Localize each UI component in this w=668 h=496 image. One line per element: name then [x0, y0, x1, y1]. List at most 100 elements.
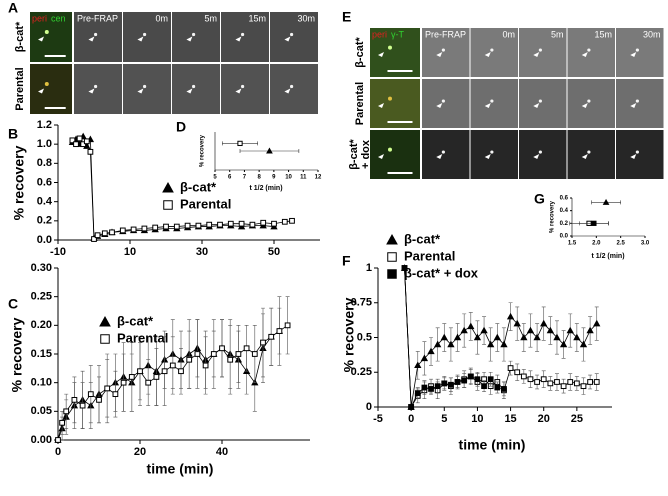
arrowhead — [38, 88, 44, 94]
arrowhead — [284, 36, 291, 42]
timepoint-label: 30m — [297, 13, 315, 23]
marker — [96, 396, 102, 403]
marker — [71, 396, 78, 403]
arrowhead — [484, 153, 491, 159]
signal — [388, 147, 392, 152]
marker — [284, 322, 291, 329]
marker — [119, 227, 126, 234]
arrowhead — [533, 153, 540, 159]
gray-tile — [567, 28, 615, 77]
marker — [546, 326, 554, 334]
color-image — [370, 28, 420, 77]
marker — [593, 379, 600, 385]
marker — [408, 404, 415, 410]
marker — [448, 381, 454, 388]
marker — [152, 224, 159, 231]
legend-marker — [387, 269, 397, 279]
marker — [461, 377, 468, 384]
legend-label: Parental — [180, 196, 231, 211]
signal — [441, 150, 445, 154]
marker — [79, 402, 86, 409]
signal — [635, 99, 639, 103]
arrowhead — [533, 102, 540, 108]
y-axis-label: % recovery — [11, 145, 27, 220]
arrowhead — [88, 36, 95, 42]
signal — [192, 32, 196, 37]
arrowhead — [378, 153, 384, 159]
marker — [428, 386, 434, 392]
x-tick-label: 7 — [243, 175, 247, 181]
marker — [169, 362, 176, 369]
marker — [249, 221, 256, 228]
marker — [573, 333, 581, 341]
channel-label: cen — [51, 13, 66, 23]
legend-marker — [387, 252, 397, 262]
marker — [104, 385, 111, 392]
marker — [513, 319, 521, 327]
gray-tile — [172, 12, 220, 62]
gray-tile — [470, 28, 518, 77]
y-tick-label: 0.8 — [37, 157, 52, 169]
signal — [538, 48, 542, 52]
signal — [441, 99, 445, 103]
x-tick-label: 0 — [408, 413, 414, 425]
y-tick-label: 1.2 — [37, 119, 52, 131]
marker — [120, 379, 127, 386]
timepoint-label: 15m — [248, 13, 266, 23]
gray-tile — [519, 79, 567, 128]
marker — [219, 345, 225, 352]
x-tick-label: 12 — [315, 175, 322, 181]
arrowhead — [186, 36, 193, 42]
y-tick-label: 0.15 — [31, 348, 52, 360]
marker — [526, 326, 535, 334]
color-image — [30, 64, 72, 114]
x-tick-label: 8 — [257, 175, 261, 181]
marker — [573, 380, 580, 387]
marker — [237, 140, 243, 147]
marker — [235, 351, 242, 357]
panel-label: A — [8, 0, 18, 16]
arrowhead — [378, 102, 384, 108]
arrowhead — [630, 153, 637, 159]
gray-tile — [270, 12, 318, 62]
marker — [540, 319, 548, 327]
marker — [94, 232, 101, 239]
legend-label: β-cat* — [180, 179, 217, 194]
x-tick-label: 1.5 — [568, 241, 577, 247]
y-tick-label: 0.6 — [37, 176, 52, 188]
arrowhead — [38, 36, 44, 42]
legend-marker — [386, 233, 398, 245]
arrowhead — [581, 51, 588, 57]
timepoint-label: 30m — [643, 29, 661, 39]
x-tick-label: 10 — [285, 175, 292, 181]
panel-label: E — [342, 9, 351, 25]
y-axis-label: % recovery — [9, 317, 25, 392]
signal — [587, 99, 591, 103]
gray-tile — [221, 12, 269, 62]
timepoint-label: Pre-FRAP — [77, 13, 118, 23]
marker — [414, 361, 422, 369]
marker — [69, 137, 76, 144]
marker — [553, 333, 561, 341]
y-tick-label: 0.00 — [31, 434, 52, 446]
signal — [192, 84, 196, 89]
channel-label: peri — [372, 29, 387, 39]
y-tick-label: 0 — [366, 401, 372, 413]
marker — [87, 148, 94, 155]
y-tick-label: 0.25 — [351, 366, 372, 378]
arrowhead — [581, 102, 588, 108]
gray-tile — [567, 79, 615, 128]
marker — [178, 368, 184, 375]
marker — [141, 225, 148, 232]
series-line — [404, 267, 505, 408]
marker — [559, 340, 568, 348]
x-tick-label: 50 — [268, 246, 280, 258]
gray-tile — [422, 28, 470, 77]
marker — [467, 322, 475, 330]
marker — [580, 383, 587, 390]
signal — [441, 48, 445, 52]
y-tick-label: 0.2 — [560, 221, 569, 227]
marker — [59, 419, 65, 426]
x-axis-label: t 1/2 (min) — [249, 185, 282, 192]
signal — [490, 48, 494, 52]
